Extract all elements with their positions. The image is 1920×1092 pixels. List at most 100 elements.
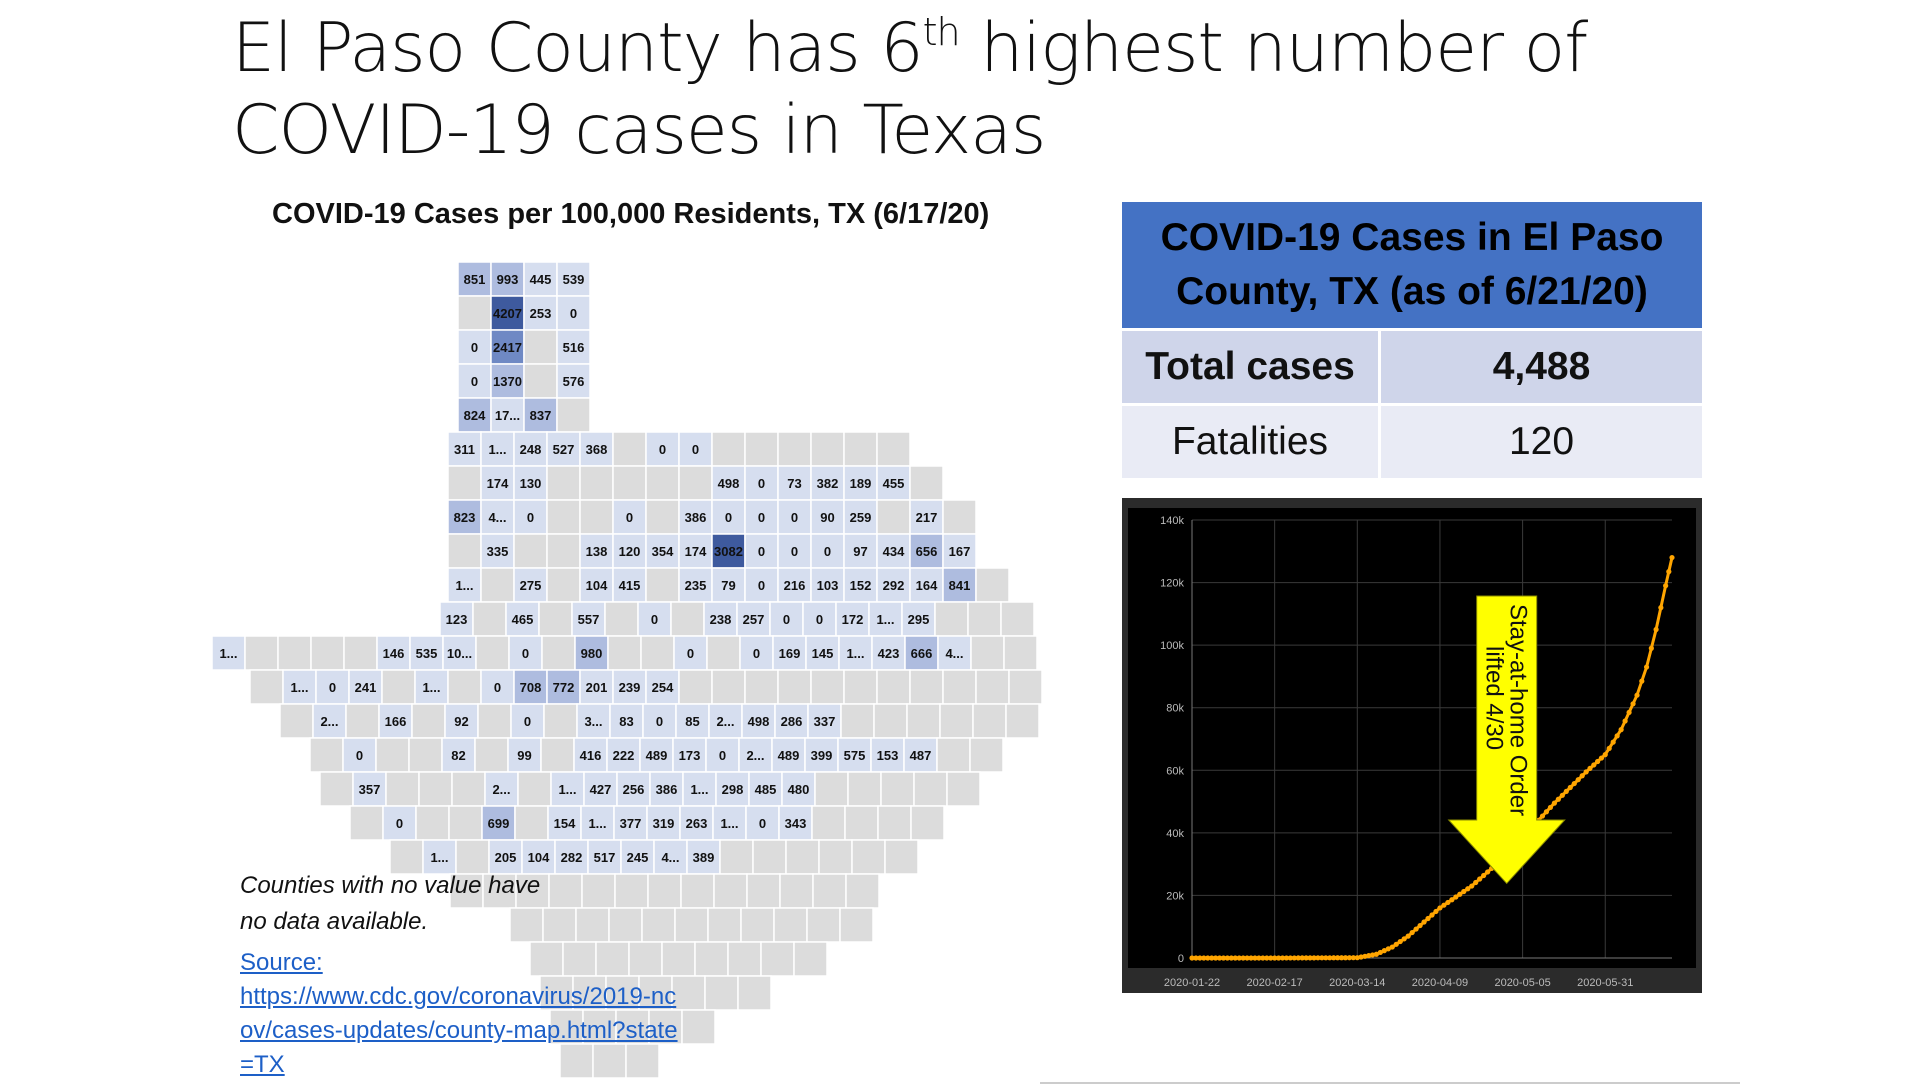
chart-gridlines — [1191, 519, 1672, 959]
series-point — [1425, 915, 1431, 922]
county-cell — [523, 329, 558, 365]
county-cell — [309, 737, 344, 773]
county-value-label: 1... — [720, 816, 738, 831]
county-value-label: 153 — [877, 748, 899, 763]
county-value-label: 254 — [652, 680, 674, 695]
county-value-label: 0 — [753, 646, 760, 661]
county-cell — [740, 907, 775, 943]
county-value-label: 415 — [619, 578, 641, 593]
county-value-label: 0 — [758, 578, 765, 593]
series-point — [1622, 718, 1628, 724]
county-cell — [810, 499, 845, 535]
county-value-label: 0 — [816, 612, 823, 627]
county-cell — [579, 465, 614, 501]
county-cell — [490, 329, 525, 365]
county-cell — [810, 669, 845, 705]
county-cell — [793, 941, 828, 977]
series-point — [1469, 883, 1475, 889]
series-point — [1477, 876, 1483, 882]
county-cell — [939, 703, 974, 739]
series-point — [1373, 951, 1379, 957]
fatalities-value: 120 — [1381, 406, 1702, 478]
county-cell — [614, 873, 649, 909]
county-value-label: 1... — [846, 646, 864, 661]
series-point — [1481, 872, 1487, 879]
county-cell — [937, 635, 972, 671]
county-value-label: 275 — [520, 578, 542, 593]
county-cell — [541, 635, 576, 671]
county-cell — [913, 771, 948, 807]
county-cell — [612, 669, 647, 705]
county-cell — [839, 907, 874, 943]
series-point — [1433, 908, 1439, 915]
series-point — [1338, 955, 1345, 961]
county-cell — [738, 737, 773, 773]
county-cell — [810, 567, 845, 603]
county-value-label: 337 — [814, 714, 836, 729]
series-point — [1551, 800, 1557, 806]
county-value-label: 166 — [385, 714, 407, 729]
y-tick-label: 20k — [1166, 890, 1184, 902]
county-cell — [645, 465, 680, 501]
county-value-label: 354 — [652, 544, 674, 559]
series-point — [1421, 919, 1427, 925]
county-value-label: 319 — [653, 816, 675, 831]
county-value-label: 1... — [876, 612, 894, 627]
county-value-label: 104 — [586, 578, 608, 593]
county-value-label: 575 — [844, 748, 866, 763]
county-cell — [777, 431, 812, 467]
source-label-link[interactable]: Source: — [240, 949, 323, 976]
series-point — [1648, 645, 1654, 651]
county-cell — [678, 669, 713, 705]
source-url-link[interactable]: https://www.cdc.gov/coronavirus/2019-nco… — [240, 983, 678, 1078]
county-cell — [851, 839, 886, 875]
x-tick-label: 2020-02-17 — [1247, 977, 1303, 989]
county-value-label: 0 — [471, 340, 478, 355]
series-point — [1639, 678, 1645, 684]
county-cell — [642, 703, 677, 739]
county-cell — [517, 771, 552, 807]
county-cell — [480, 431, 515, 467]
series-point — [1283, 955, 1290, 961]
county-value-label: 248 — [520, 442, 542, 457]
series-point — [1279, 955, 1286, 961]
county-value-label: 238 — [710, 612, 732, 627]
county-cell — [543, 703, 578, 739]
county-cell — [523, 262, 558, 297]
county-cell — [843, 567, 878, 603]
county-cell — [645, 567, 680, 603]
county-value-label: 0 — [356, 748, 363, 763]
county-cell — [604, 601, 639, 637]
county-value-label: 708 — [520, 680, 542, 695]
county-cell — [778, 805, 813, 841]
county-cell — [312, 703, 347, 739]
county-value-label: 772 — [553, 680, 575, 695]
county-value-label: 239 — [619, 680, 641, 695]
series-point — [1323, 955, 1329, 961]
county-cell — [447, 533, 482, 569]
county-cell — [349, 805, 384, 841]
county-cell — [934, 601, 969, 637]
series-point — [1331, 955, 1337, 961]
county-cell — [680, 873, 715, 909]
county-value-label: 386 — [656, 782, 678, 797]
series-point — [1587, 765, 1593, 772]
county-cell — [451, 771, 486, 807]
county-value-label: 0 — [791, 544, 798, 559]
county-cell — [615, 1009, 650, 1045]
county-cell — [625, 1043, 660, 1079]
series-point — [1583, 769, 1589, 775]
county-cell — [942, 499, 977, 535]
county-value-label: 517 — [594, 850, 616, 865]
series-point — [1189, 955, 1195, 961]
county-cell — [628, 941, 663, 977]
county-value-label: 217 — [916, 510, 938, 525]
county-value-label: 516 — [563, 340, 585, 355]
county-cell — [818, 839, 853, 875]
county-value-label: 489 — [646, 748, 668, 763]
county-cell — [482, 873, 517, 909]
county-cell — [835, 601, 870, 637]
county-cell — [674, 907, 709, 943]
county-cell — [375, 737, 410, 773]
